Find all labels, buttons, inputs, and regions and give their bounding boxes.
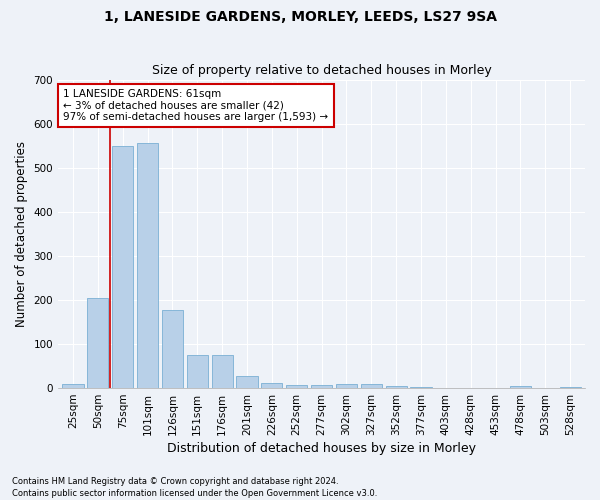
Text: 1 LANESIDE GARDENS: 61sqm
← 3% of detached houses are smaller (42)
97% of semi-d: 1 LANESIDE GARDENS: 61sqm ← 3% of detach…: [64, 89, 328, 122]
X-axis label: Distribution of detached houses by size in Morley: Distribution of detached houses by size …: [167, 442, 476, 455]
Bar: [560, 387, 581, 388]
Bar: [336, 384, 357, 388]
Bar: [311, 385, 332, 388]
Bar: [410, 387, 431, 388]
Bar: [62, 384, 83, 388]
Text: Contains HM Land Registry data © Crown copyright and database right 2024.
Contai: Contains HM Land Registry data © Crown c…: [12, 476, 377, 498]
Bar: [187, 354, 208, 388]
Bar: [162, 310, 183, 388]
Bar: [361, 384, 382, 388]
Bar: [236, 376, 257, 388]
Bar: [261, 383, 283, 388]
Text: 1, LANESIDE GARDENS, MORLEY, LEEDS, LS27 9SA: 1, LANESIDE GARDENS, MORLEY, LEEDS, LS27…: [104, 10, 497, 24]
Bar: [112, 146, 133, 388]
Bar: [386, 386, 407, 388]
Bar: [286, 385, 307, 388]
Bar: [510, 386, 531, 388]
Bar: [212, 354, 233, 388]
Title: Size of property relative to detached houses in Morley: Size of property relative to detached ho…: [152, 64, 491, 77]
Bar: [87, 298, 109, 388]
Y-axis label: Number of detached properties: Number of detached properties: [15, 141, 28, 327]
Bar: [137, 142, 158, 388]
